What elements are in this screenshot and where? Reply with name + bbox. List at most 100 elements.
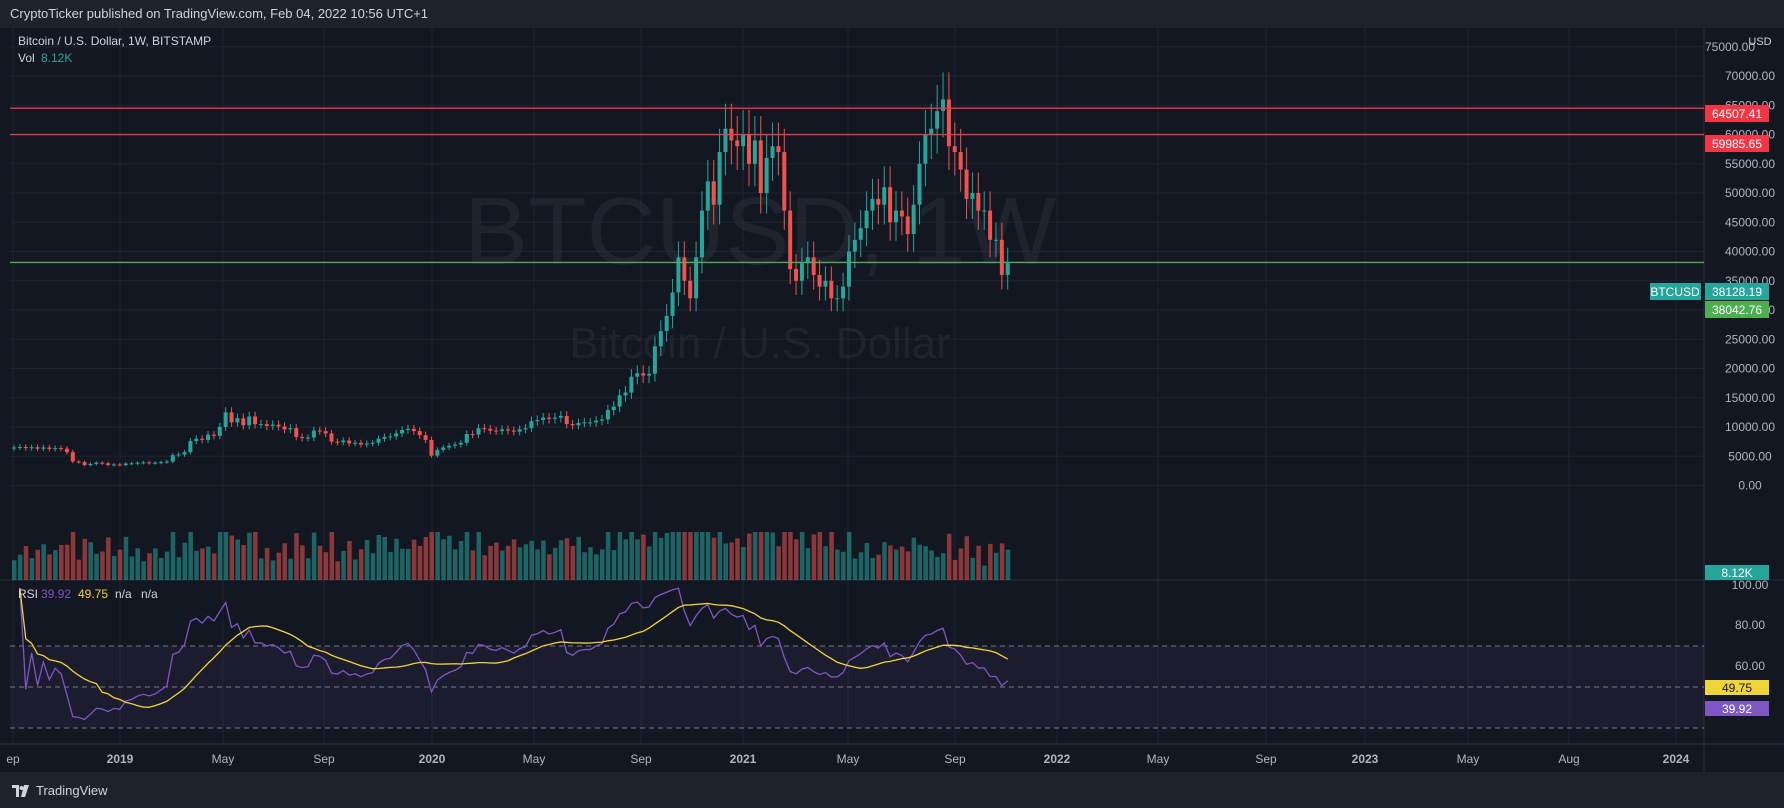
volume-bar <box>770 532 776 580</box>
volume-bar <box>247 532 252 580</box>
volume-bar <box>688 532 693 580</box>
price-tick-label: 25000.00 <box>1725 332 1775 346</box>
candle-body <box>782 152 787 211</box>
candle-body <box>35 447 40 449</box>
candle-body <box>523 428 528 430</box>
time-tick-label: May <box>837 752 860 766</box>
volume-bar <box>517 547 523 580</box>
candle-body <box>635 373 640 377</box>
volume-bar <box>264 547 270 580</box>
volume-bar <box>946 533 952 580</box>
rsi-tick-80: 80.00 <box>1735 618 1765 632</box>
candle-body <box>23 446 28 449</box>
candle-body <box>364 443 369 445</box>
candle-body <box>776 146 781 153</box>
candle-body <box>888 187 893 223</box>
candle-body <box>952 146 957 153</box>
volume-bar <box>923 546 928 580</box>
volume-bar <box>1005 549 1011 580</box>
volume-bar <box>400 548 405 580</box>
svg-text:38128.19: 38128.19 <box>1712 285 1762 299</box>
time-tick-label: 2022 <box>1044 752 1071 766</box>
candle-body <box>629 376 634 393</box>
candle-body <box>47 447 52 449</box>
candlestick-series <box>12 72 1010 467</box>
candle-body <box>894 210 898 223</box>
volume-bar <box>82 538 88 580</box>
candle-body <box>100 462 105 464</box>
candle-body <box>811 257 816 275</box>
candle-body <box>388 436 393 438</box>
time-axis[interactable]: ep 2019 May Sep 2020 May Sep 2021 May Sep 2022 May S… <box>6 752 1689 766</box>
candle-body <box>823 280 828 287</box>
volume-marker: 8.12K <box>1705 565 1769 580</box>
candle-body <box>106 463 111 466</box>
currency-label[interactable]: USD <box>1748 36 1771 48</box>
volume-bar <box>564 538 570 580</box>
candle-body <box>470 434 475 436</box>
candle-body <box>547 417 552 419</box>
candle-body <box>741 134 746 147</box>
candle-body <box>676 257 681 293</box>
time-tick-label: Aug <box>1558 752 1579 766</box>
symbol-price-tag: BTCUSD <box>1650 283 1701 300</box>
volume-bar <box>405 548 411 580</box>
trading-chart[interactable]: BTCUSD, 1W Bitcoin / U.S. Dollar Bitcoin… <box>0 28 1784 772</box>
volume-bar <box>382 537 387 580</box>
candle-body <box>929 128 934 135</box>
tradingview-logo[interactable]: TradingView <box>12 783 108 798</box>
rsi-ma-legend-value: 49.75 <box>78 587 108 601</box>
candle-body <box>923 134 928 164</box>
candle-body <box>705 181 710 211</box>
volume-bar <box>123 536 129 580</box>
volume-bar <box>611 550 617 580</box>
candle-body <box>935 111 940 129</box>
volume-bar <box>852 558 858 580</box>
candle-body <box>123 463 128 466</box>
rsi-marker: 39.92 <box>1705 701 1769 716</box>
volume-bar <box>323 552 329 580</box>
price-tick-label: 40000.00 <box>1725 245 1775 259</box>
candle-body <box>552 417 557 419</box>
price-tick-label: 10000.00 <box>1725 420 1775 434</box>
volume-bar <box>311 532 317 580</box>
candle-body <box>294 428 299 437</box>
volume-bar <box>764 532 770 580</box>
volume-bar <box>799 532 805 580</box>
volume-bar <box>664 533 670 580</box>
candle-body <box>17 446 22 448</box>
volume-bar <box>752 532 758 580</box>
candle-body <box>788 210 793 270</box>
candle-body <box>341 440 346 443</box>
candle-body <box>711 181 716 205</box>
svg-text:39.92: 39.92 <box>1722 702 1752 716</box>
rsi-legend-label[interactable]: RSI <box>18 587 38 601</box>
volume-bar <box>453 549 458 580</box>
volume-bar <box>17 554 23 580</box>
candle-body <box>917 163 922 205</box>
volume-bar <box>253 532 258 580</box>
volume-bar <box>552 547 558 580</box>
volume-bar <box>917 544 923 580</box>
volume-bar <box>976 545 981 580</box>
time-tick-label: May <box>523 752 546 766</box>
candle-body <box>835 298 840 300</box>
volume-bar <box>929 550 934 580</box>
candle-body <box>988 210 993 240</box>
volume-bar <box>699 532 705 580</box>
volume-bar <box>952 559 958 580</box>
candle-body <box>735 140 740 147</box>
symbol-legend[interactable]: Bitcoin / U.S. Dollar, 1W, BITSTAMP <box>18 34 211 48</box>
candle-body <box>41 447 46 449</box>
volume-bar <box>888 545 893 580</box>
volume-bar <box>329 532 335 580</box>
rsi-ma-line <box>19 588 1009 708</box>
candle-body <box>258 424 263 426</box>
candle-body <box>76 461 81 463</box>
candle-body <box>535 420 540 422</box>
volume-bar <box>711 537 717 580</box>
price-tick-label: 75000.00 <box>1705 40 1755 54</box>
candle-body <box>241 418 246 426</box>
volume-bar <box>882 542 887 580</box>
candle-body <box>335 441 340 443</box>
